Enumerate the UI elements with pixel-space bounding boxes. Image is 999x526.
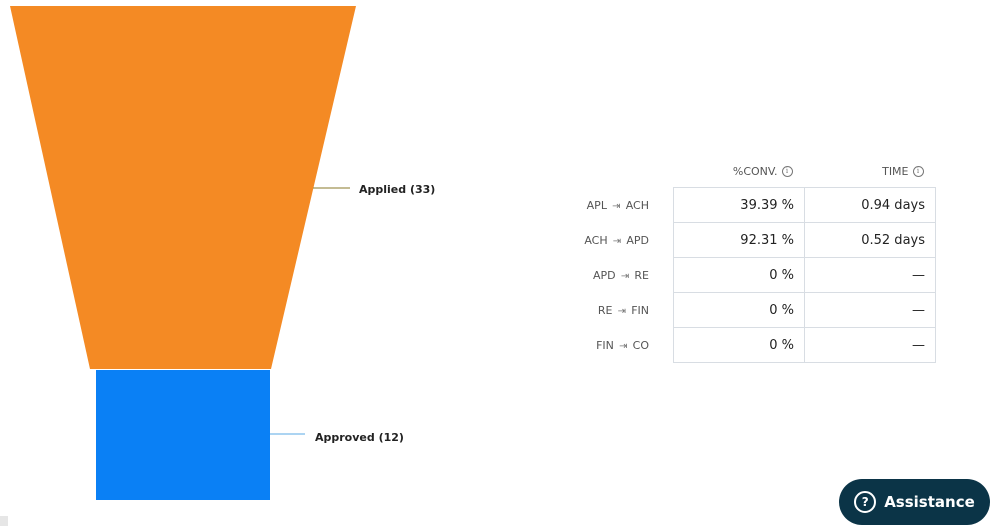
header-conversion: %CONV. i xyxy=(674,155,805,188)
question-circle-icon: ? xyxy=(854,491,877,513)
header-conversion-label: %CONV. xyxy=(732,164,778,178)
corner-marker xyxy=(0,516,8,526)
conversion-value: 92.31 % xyxy=(673,222,805,258)
time-value: 0.94 days xyxy=(804,187,936,223)
step-label: APD ⇥ RE xyxy=(560,258,674,293)
step-to: RE xyxy=(634,268,649,282)
arrow-right-to-bar-icon: ⇥ xyxy=(614,305,630,317)
conversion-value: 0 % xyxy=(673,257,805,293)
time-value: — xyxy=(804,257,936,293)
conversion-value: 0 % xyxy=(673,327,805,363)
table-row: ACH ⇥ APD 92.31 % 0.52 days xyxy=(560,222,936,258)
step-to: FIN xyxy=(631,303,649,317)
step-from: FIN xyxy=(596,338,614,352)
table-row: FIN ⇥ CO 0 % — xyxy=(560,327,936,363)
table-row: RE ⇥ FIN 0 % — xyxy=(560,292,936,328)
conversion-value: 0 % xyxy=(673,292,805,328)
step-from: RE xyxy=(597,303,613,317)
header-step xyxy=(560,155,674,188)
conversion-value: 39.39 % xyxy=(673,187,805,223)
funnel-stage-approved[interactable] xyxy=(96,370,270,500)
funnel-label-applied: Applied (33) xyxy=(359,183,435,196)
conversion-table: %CONV. i TIME i APL ⇥ ACH 39.39 % 0.94 day… xyxy=(560,155,936,363)
step-label: FIN ⇥ CO xyxy=(560,328,674,363)
step-from: ACH xyxy=(584,233,608,247)
funnel-stage-applied[interactable] xyxy=(10,6,356,369)
arrow-right-to-bar-icon: ⇥ xyxy=(609,235,625,247)
step-label: APL ⇥ ACH xyxy=(560,188,674,223)
table-row: APD ⇥ RE 0 % — xyxy=(560,257,936,293)
info-icon[interactable]: i xyxy=(912,166,924,177)
step-to: ACH xyxy=(625,198,649,212)
funnel-label-approved: Approved (12) xyxy=(315,431,404,444)
step-from: APD xyxy=(593,268,616,282)
step-to: APD xyxy=(626,233,649,247)
time-value: — xyxy=(804,327,936,363)
time-value: — xyxy=(804,292,936,328)
conversion-table-header: %CONV. i TIME i xyxy=(560,155,936,188)
arrow-right-to-bar-icon: ⇥ xyxy=(608,200,624,212)
step-label: RE ⇥ FIN xyxy=(560,293,674,328)
step-label: ACH ⇥ APD xyxy=(560,223,674,258)
info-icon[interactable]: i xyxy=(781,166,793,177)
assistance-label: Assistance xyxy=(884,493,975,511)
arrow-right-to-bar-icon: ⇥ xyxy=(617,270,633,282)
assistance-button[interactable]: ? Assistance xyxy=(839,479,990,525)
step-from: APL xyxy=(586,198,607,212)
header-time-label: TIME xyxy=(882,164,909,178)
step-to: CO xyxy=(632,338,649,352)
header-time: TIME i xyxy=(805,155,936,188)
arrow-right-to-bar-icon: ⇥ xyxy=(615,340,631,352)
time-value: 0.52 days xyxy=(804,222,936,258)
table-row: APL ⇥ ACH 39.39 % 0.94 days xyxy=(560,187,936,223)
